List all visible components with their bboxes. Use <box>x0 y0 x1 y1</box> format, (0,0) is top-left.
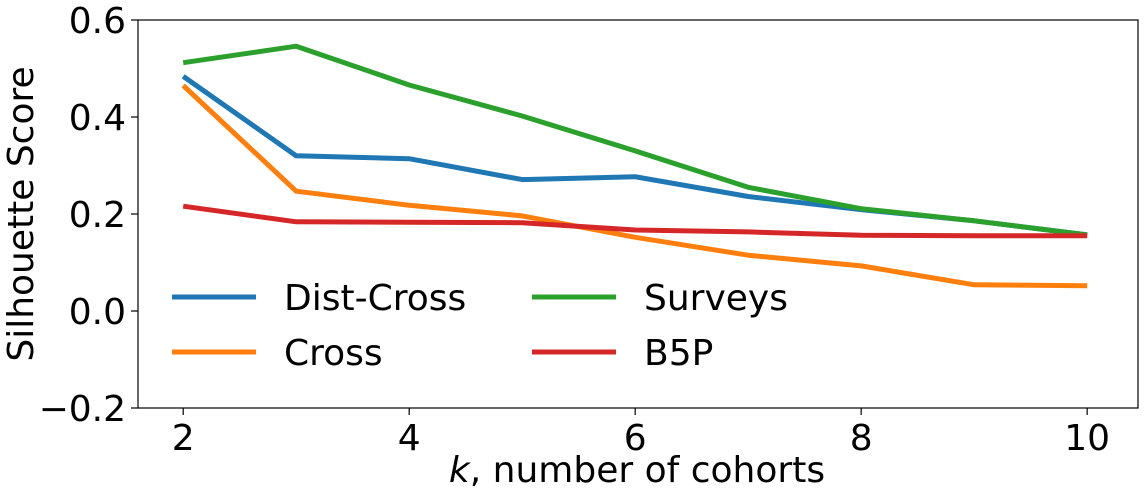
y-tick-label: 0.0 <box>69 292 126 333</box>
x-tick-label: 10 <box>1064 418 1110 459</box>
y-tick-label: 0.4 <box>69 98 126 139</box>
x-axis-title: k, number of cohorts <box>449 450 825 491</box>
legend-label-dist-cross: Dist-Cross <box>284 278 466 319</box>
x-tick-label: 2 <box>172 418 195 459</box>
x-tick-label: 6 <box>624 418 647 459</box>
y-axis-ticks: −0.2 0.0 0.2 0.4 0.6 <box>39 1 138 430</box>
plot-area <box>138 20 1138 408</box>
legend-label-cross: Cross <box>284 333 383 374</box>
series-line-surveys <box>182 43 1088 238</box>
x-tick-label: 4 <box>398 418 421 459</box>
x-axis-title-variable: k <box>449 450 472 491</box>
x-tick-label: 8 <box>850 418 873 459</box>
x-axis-title-text: , number of cohorts <box>470 450 825 491</box>
y-tick-label: 0.2 <box>69 195 126 236</box>
legend: Dist-Cross Cross Surveys B5P <box>172 278 788 374</box>
series-line-cross <box>181 83 1088 289</box>
series-lines <box>181 43 1088 289</box>
y-tick-label: −0.2 <box>39 389 126 430</box>
legend-label-surveys: Surveys <box>644 278 788 319</box>
legend-label-b5p: B5P <box>644 333 713 374</box>
series-line-b5p <box>182 203 1088 239</box>
y-tick-label: 0.6 <box>69 1 126 42</box>
y-axis-title: Silhouette Score <box>1 66 42 361</box>
plot-background <box>138 20 1138 408</box>
x-axis-ticks: 2 4 6 8 10 <box>172 408 1110 459</box>
